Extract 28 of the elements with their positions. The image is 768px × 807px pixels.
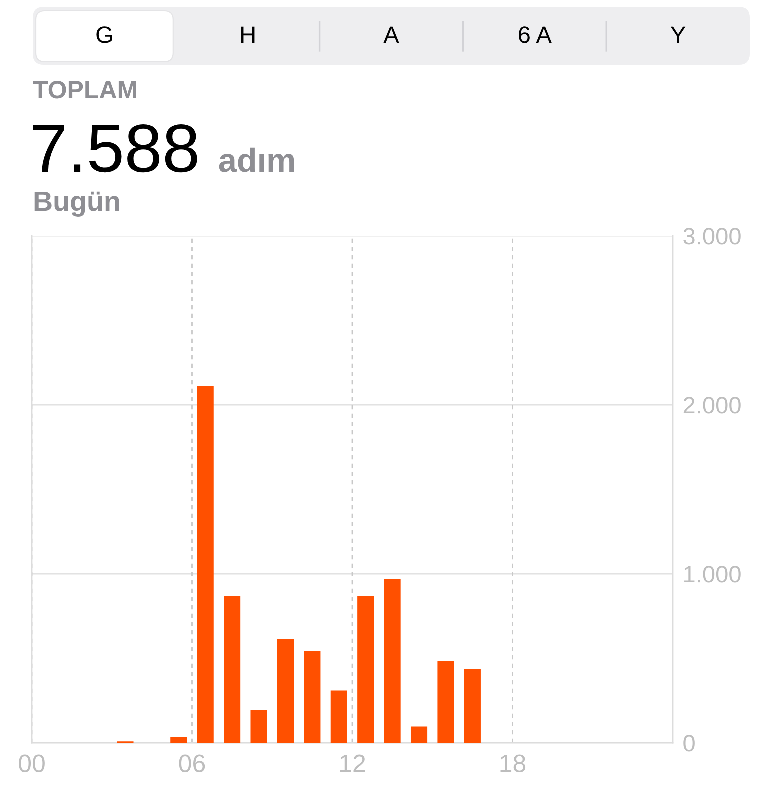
text: TOPLAM bbox=[33, 81, 136, 99]
y-tick-label: 0 bbox=[684, 735, 695, 752]
text: Y bbox=[670, 26, 686, 44]
bar bbox=[330, 690, 348, 743]
bar bbox=[304, 651, 321, 743]
bar bbox=[464, 668, 481, 743]
x-tick-label: 00 bbox=[19, 754, 45, 772]
bar bbox=[358, 596, 374, 743]
y-tick-label: 3.000 bbox=[684, 228, 741, 245]
text: H bbox=[242, 26, 255, 44]
chart-subtitle: Bugün bbox=[34, 192, 120, 217]
x-tick-label: 06 bbox=[179, 754, 206, 772]
bar bbox=[384, 579, 401, 743]
bar bbox=[410, 726, 428, 743]
text: G bbox=[96, 26, 112, 44]
y-tick-label: 2.000 bbox=[684, 397, 741, 414]
chart-title: 7.588 adım bbox=[33, 124, 294, 173]
y-tick-label: 1.000 bbox=[684, 566, 741, 583]
text: A bbox=[384, 26, 400, 44]
bar bbox=[438, 661, 454, 743]
x-tick-label: 18 bbox=[500, 754, 526, 772]
x-tick-label: 12 bbox=[340, 754, 366, 772]
bar bbox=[250, 710, 268, 743]
text: 6 A bbox=[519, 26, 552, 44]
bar bbox=[170, 737, 188, 743]
bar bbox=[277, 639, 294, 743]
bar bbox=[224, 596, 241, 743]
bar bbox=[197, 386, 214, 743]
